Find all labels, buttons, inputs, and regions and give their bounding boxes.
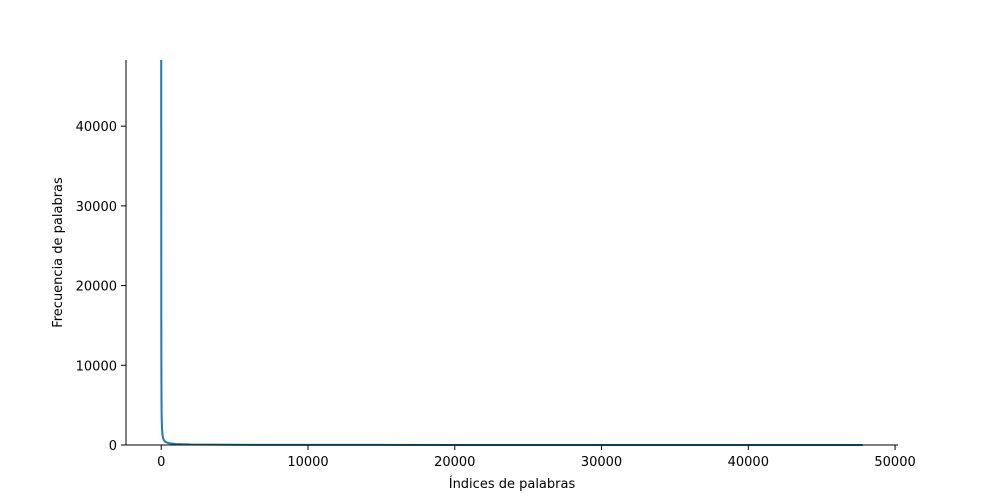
y-tick-label: 10000 bbox=[76, 359, 117, 374]
x-axis-ticks: 0 10000 20000 30000 40000 50000 bbox=[157, 445, 916, 470]
y-tick-label: 0 bbox=[109, 439, 117, 454]
x-axis-label: Índices de palabras bbox=[449, 476, 576, 492]
y-tick-label: 40000 bbox=[76, 120, 117, 135]
x-tick-label: 30000 bbox=[581, 455, 622, 470]
x-tick-label: 10000 bbox=[287, 455, 328, 470]
axes: 0 10000 20000 30000 40000 50000 0 10000 20000 30… bbox=[51, 60, 916, 492]
y-axis-label: Frecuencia de palabras bbox=[51, 177, 66, 328]
y-tick-label: 30000 bbox=[76, 200, 117, 215]
y-axis-ticks: 0 10000 20000 30000 40000 bbox=[76, 120, 126, 454]
x-tick-label: 0 bbox=[157, 455, 165, 470]
plot-area bbox=[160, 59, 863, 446]
x-tick-label: 40000 bbox=[728, 455, 769, 470]
x-tick-label: 50000 bbox=[874, 455, 915, 470]
series-line bbox=[160, 59, 863, 446]
y-tick-label: 20000 bbox=[76, 280, 117, 295]
x-tick-label: 20000 bbox=[434, 455, 475, 470]
